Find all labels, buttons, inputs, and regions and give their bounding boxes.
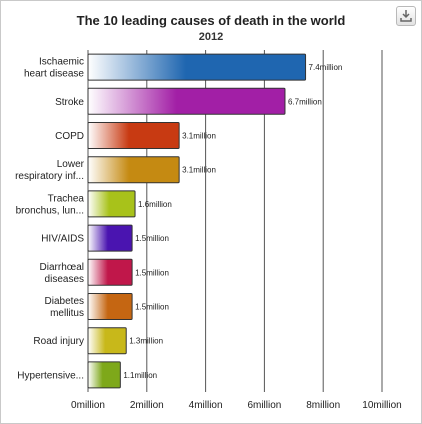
data-label: 3.1million [182, 132, 216, 141]
bar[interactable] [87, 293, 133, 320]
category-label: Stroke [55, 97, 84, 108]
category-label: HIV/AIDS [41, 234, 84, 245]
bar[interactable] [87, 156, 180, 184]
export-icon [400, 10, 412, 22]
category-label: COPD [55, 131, 84, 142]
category-label: Road injury [33, 336, 84, 347]
export-button[interactable] [396, 6, 416, 26]
data-label: 7.4million [309, 63, 343, 72]
bar[interactable] [87, 327, 127, 355]
bar[interactable] [87, 224, 133, 252]
category-label: Ischaemic heart disease [24, 57, 84, 80]
data-label: 1.3million [129, 337, 163, 346]
data-label: 1.1million [123, 371, 157, 380]
bar[interactable] [87, 53, 307, 81]
x-tick-label: 4million [189, 400, 223, 411]
data-label: 1.5million [135, 303, 169, 312]
bar[interactable] [87, 190, 136, 218]
bar[interactable] [87, 122, 180, 149]
chart-subtitle: 2012 [198, 31, 224, 43]
x-tick-label: 10million [362, 400, 401, 411]
data-label: 1.5million [135, 268, 169, 277]
data-label: 1.6million [138, 200, 172, 209]
data-label: 6.7million [288, 97, 322, 106]
category-label: Diabetes mellitus [45, 296, 84, 319]
category-label: Hypertensive... [17, 370, 84, 381]
category-label: Diarrhœal diseases [40, 262, 84, 285]
category-label: Lower respiratory inf... [15, 159, 85, 182]
category-label: Trachea bronchus, lun... [16, 193, 85, 216]
data-label: 1.5million [135, 234, 169, 243]
chart-title: The 10 leading causes of death in the wo… [76, 13, 346, 28]
x-tick-label: 0million [71, 400, 105, 411]
x-tick-label: 2million [130, 400, 164, 411]
bar[interactable] [87, 87, 286, 115]
data-label: 3.1million [182, 166, 216, 175]
bar[interactable] [87, 361, 121, 389]
x-tick-label: 8million [306, 400, 340, 411]
x-tick-label: 6million [247, 400, 281, 411]
bar[interactable] [87, 258, 133, 286]
